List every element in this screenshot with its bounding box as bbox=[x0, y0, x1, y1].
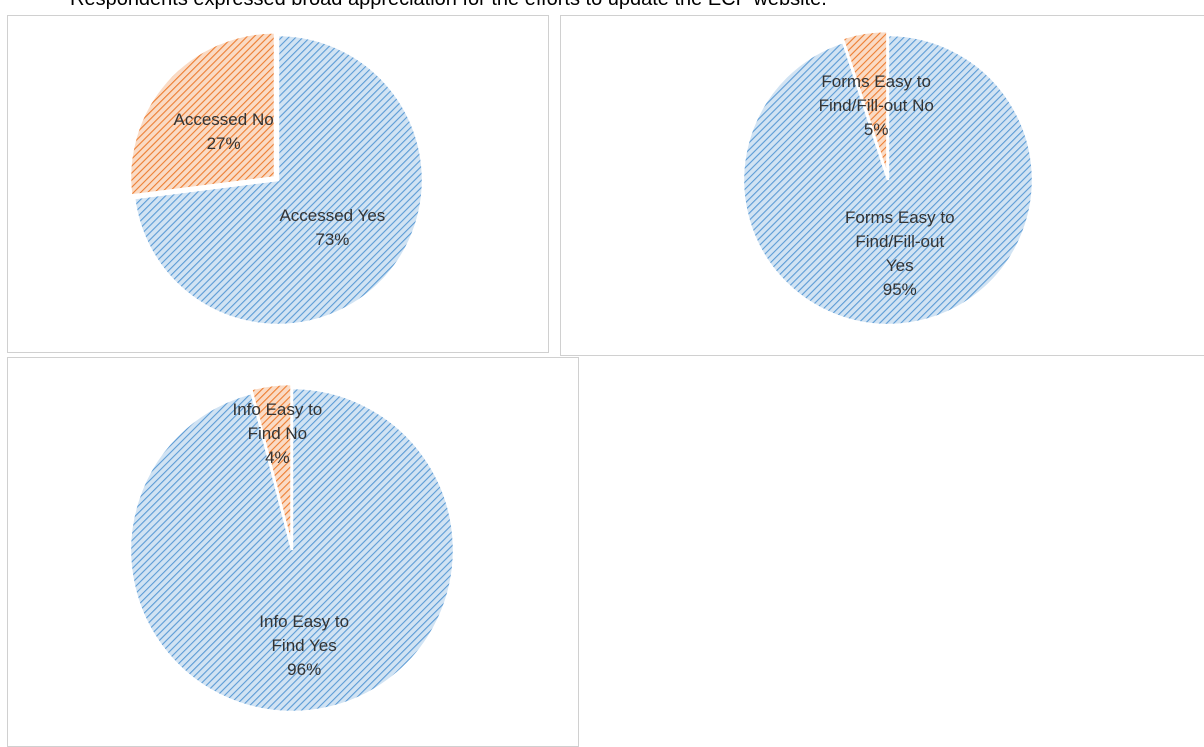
value-label: 4% bbox=[265, 448, 290, 468]
slice-label: Info Easy to Find Yes bbox=[259, 612, 350, 656]
data-label: Accessed No 27% bbox=[169, 108, 279, 156]
pie-slice bbox=[128, 386, 456, 714]
pie-slice bbox=[741, 33, 1035, 327]
pie-slice bbox=[249, 382, 293, 547]
value-label: 5% bbox=[863, 119, 889, 139]
caption: Respondents expressed broad appreciation… bbox=[70, 0, 827, 11]
data-label: Forms Easy to Find/Fill-out No 5% bbox=[816, 70, 936, 142]
value-label: 96% bbox=[287, 660, 322, 680]
data-label: Accessed Yes 73% bbox=[277, 204, 387, 252]
data-label: Forms Easy to Find/Fill-out Yes 95% bbox=[840, 206, 960, 302]
data-label: Info Easy to Find Yes 96% bbox=[254, 610, 354, 682]
pie-slice bbox=[132, 33, 425, 327]
value-label: 27% bbox=[206, 134, 241, 154]
value-label: 95% bbox=[882, 280, 917, 300]
slice-label: Info Easy to Find No bbox=[232, 400, 323, 444]
data-label: Info Easy to Find No 4% bbox=[227, 398, 327, 470]
slice-label: Accessed Yes bbox=[279, 205, 386, 225]
pie-slice bbox=[128, 31, 277, 197]
chart-frame bbox=[7, 15, 549, 353]
chart-frame bbox=[560, 15, 1204, 356]
slice-label: Accessed No bbox=[173, 110, 274, 130]
value-label: 73% bbox=[315, 229, 350, 249]
pie-slice bbox=[840, 29, 889, 177]
slice-label: Forms Easy to Find/Fill-out Yes bbox=[844, 208, 955, 276]
slice-label: Forms Easy to Find/Fill-out No bbox=[818, 71, 934, 115]
